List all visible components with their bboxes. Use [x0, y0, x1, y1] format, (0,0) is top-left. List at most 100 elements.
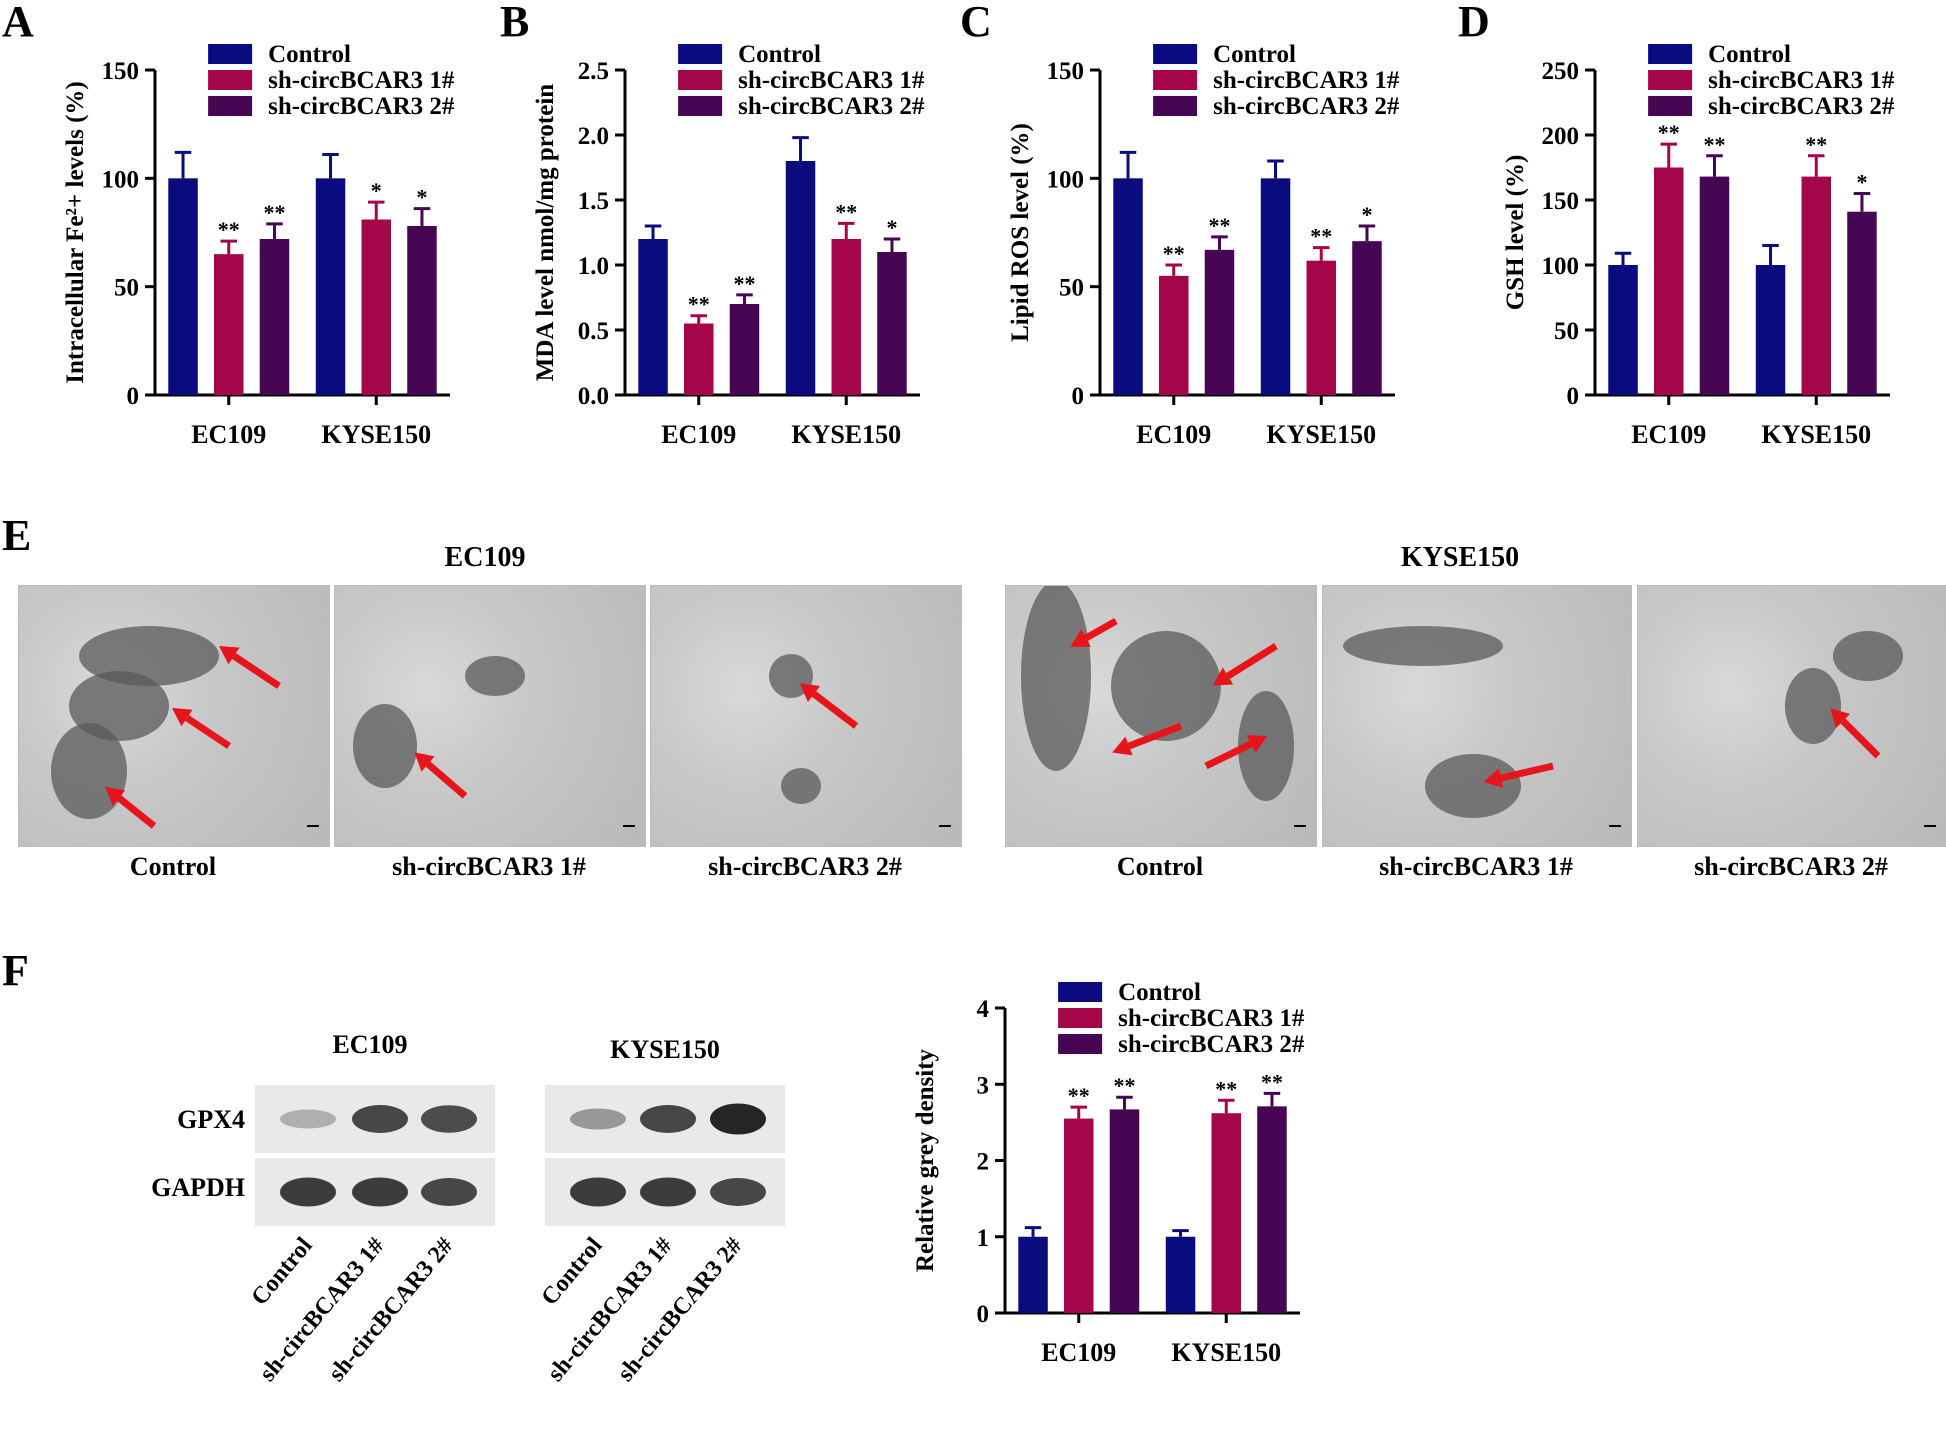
red-arrowhead: [1112, 736, 1133, 756]
bar: [1064, 1118, 1094, 1313]
legend-label: sh-circBCAR3 1#: [1213, 67, 1400, 94]
significance-label: **: [835, 199, 857, 224]
legend-swatch: [208, 70, 253, 90]
bar: [785, 161, 816, 395]
bar: [684, 323, 714, 395]
legend-swatch: [1648, 96, 1693, 116]
legend-swatch: [678, 70, 723, 90]
blot-strip: [545, 1085, 785, 1153]
legend-label: Control: [738, 41, 821, 68]
bar: [361, 219, 391, 395]
significance-label: **: [1068, 1083, 1090, 1108]
bar: [1018, 1236, 1048, 1313]
x-tick-label: KYSE150: [321, 420, 431, 449]
mitochondrion: [353, 704, 417, 788]
y-tick-label: 3: [977, 1072, 990, 1099]
y-tick-label: 150: [1542, 188, 1580, 215]
red-arrowhead: [1212, 667, 1234, 686]
blot-band: [710, 1103, 766, 1135]
x-tick-label: EC109: [1631, 420, 1706, 449]
panel-letter-c: C: [960, 0, 992, 46]
red-arrowhead: [414, 752, 435, 772]
bar: [1204, 249, 1235, 395]
legend-label: sh-circBCAR3 2#: [1118, 1031, 1305, 1058]
mitochondrion: [465, 656, 525, 696]
y-axis-label: Lipid ROS level (%): [1007, 123, 1034, 342]
red-arrow: [1127, 722, 1183, 750]
legend-label: sh-circBCAR3 2#: [1213, 93, 1400, 120]
wb-title-kyse150: KYSE150: [610, 1035, 720, 1064]
red-arrow: [1204, 740, 1253, 770]
significance-label: *: [886, 215, 897, 240]
significance-label: *: [416, 185, 427, 210]
mitochondrion: [781, 768, 821, 804]
y-tick-label: 0.5: [578, 318, 609, 345]
legend-swatch: [1648, 44, 1693, 64]
blot-band: [421, 1105, 477, 1133]
blot-strip: [255, 1085, 495, 1153]
mitochondrion: [1111, 631, 1221, 741]
bar: [315, 178, 346, 395]
y-axis-label: MDA level nmol/mg protein: [532, 84, 559, 382]
wb-row-label-gpx4: GPX4: [177, 1105, 245, 1134]
panel-letter-e: E: [2, 511, 32, 560]
y-tick-label: 0: [977, 1301, 990, 1328]
em-caption: Control: [129, 852, 217, 881]
significance-label: **: [1703, 132, 1725, 157]
y-tick-label: 0: [127, 383, 140, 410]
y-axis-label: GSH level (%): [1502, 155, 1529, 311]
bar: [407, 226, 437, 395]
significance-label: **: [1208, 213, 1230, 238]
y-tick-label: 150: [1047, 58, 1085, 85]
y-tick-label: 2.5: [578, 58, 609, 85]
red-arrow: [1084, 617, 1118, 642]
legend-label: sh-circBCAR3 1#: [268, 67, 455, 94]
em-micrograph: [1322, 585, 1632, 847]
y-tick-label: 0: [1072, 383, 1085, 410]
mitochondrion: [1833, 631, 1903, 681]
mitochondrion: [1343, 626, 1503, 666]
blot-band: [280, 1177, 336, 1207]
y-tick-label: 100: [1542, 253, 1580, 280]
legend-swatch: [1058, 1008, 1103, 1028]
legend-label: Control: [1118, 979, 1201, 1006]
blot-strip: [545, 1158, 785, 1226]
chart-svg: 0.0 0.5 1.0 1.5 2.0 2.5 MDA level nmol/mg prot…: [532, 41, 925, 449]
bar: [259, 239, 290, 395]
mitochondrion: [1238, 691, 1294, 801]
blot-svg: [570, 1177, 766, 1207]
x-tick-label: KYSE150: [791, 420, 901, 449]
y-tick-label: 1.0: [578, 253, 609, 280]
chart-svg: 0 1 2 3 4 Relative grey density EC109 ** ** KYSE1…: [912, 979, 1305, 1367]
em-micrograph: [1637, 585, 1946, 847]
significance-label: **: [1113, 1073, 1135, 1098]
significance-label: **: [218, 217, 240, 242]
em-micrograph: [1005, 585, 1317, 847]
bar: [638, 239, 668, 395]
significance-label: **: [733, 271, 755, 296]
legend-swatch: [1058, 1034, 1103, 1054]
blot-band: [640, 1105, 696, 1133]
red-arrowhead: [219, 646, 240, 665]
x-tick-label: EC109: [1136, 420, 1211, 449]
chart-c: 0 50 100 150 Lipid ROS level (%) EC109 ** ** KYS…: [945, 30, 1425, 495]
legend-swatch: [1058, 982, 1103, 1002]
wb-title-ec109: EC109: [332, 1030, 408, 1059]
y-tick-label: 1: [977, 1225, 990, 1252]
y-tick-label: 200: [1542, 123, 1580, 150]
mitochondrion: [1785, 668, 1841, 744]
legend-label: Control: [1708, 41, 1791, 68]
em-micrograph: [334, 585, 646, 847]
significance-label: **: [1805, 132, 1827, 157]
em-overlay: [1343, 626, 1621, 827]
em-overlay: [51, 626, 319, 829]
legend-swatch: [678, 44, 723, 64]
y-tick-label: 2.0: [578, 123, 609, 150]
red-arrow: [1226, 643, 1278, 679]
chart-b: 0.0 0.5 1.0 1.5 2.0 2.5 MDA level nmol/mg prot…: [470, 30, 950, 495]
bar: [1654, 167, 1684, 395]
legend-label: Control: [1213, 41, 1296, 68]
y-tick-label: 100: [102, 166, 140, 193]
red-arrow: [185, 715, 231, 749]
bar: [1211, 1113, 1241, 1313]
